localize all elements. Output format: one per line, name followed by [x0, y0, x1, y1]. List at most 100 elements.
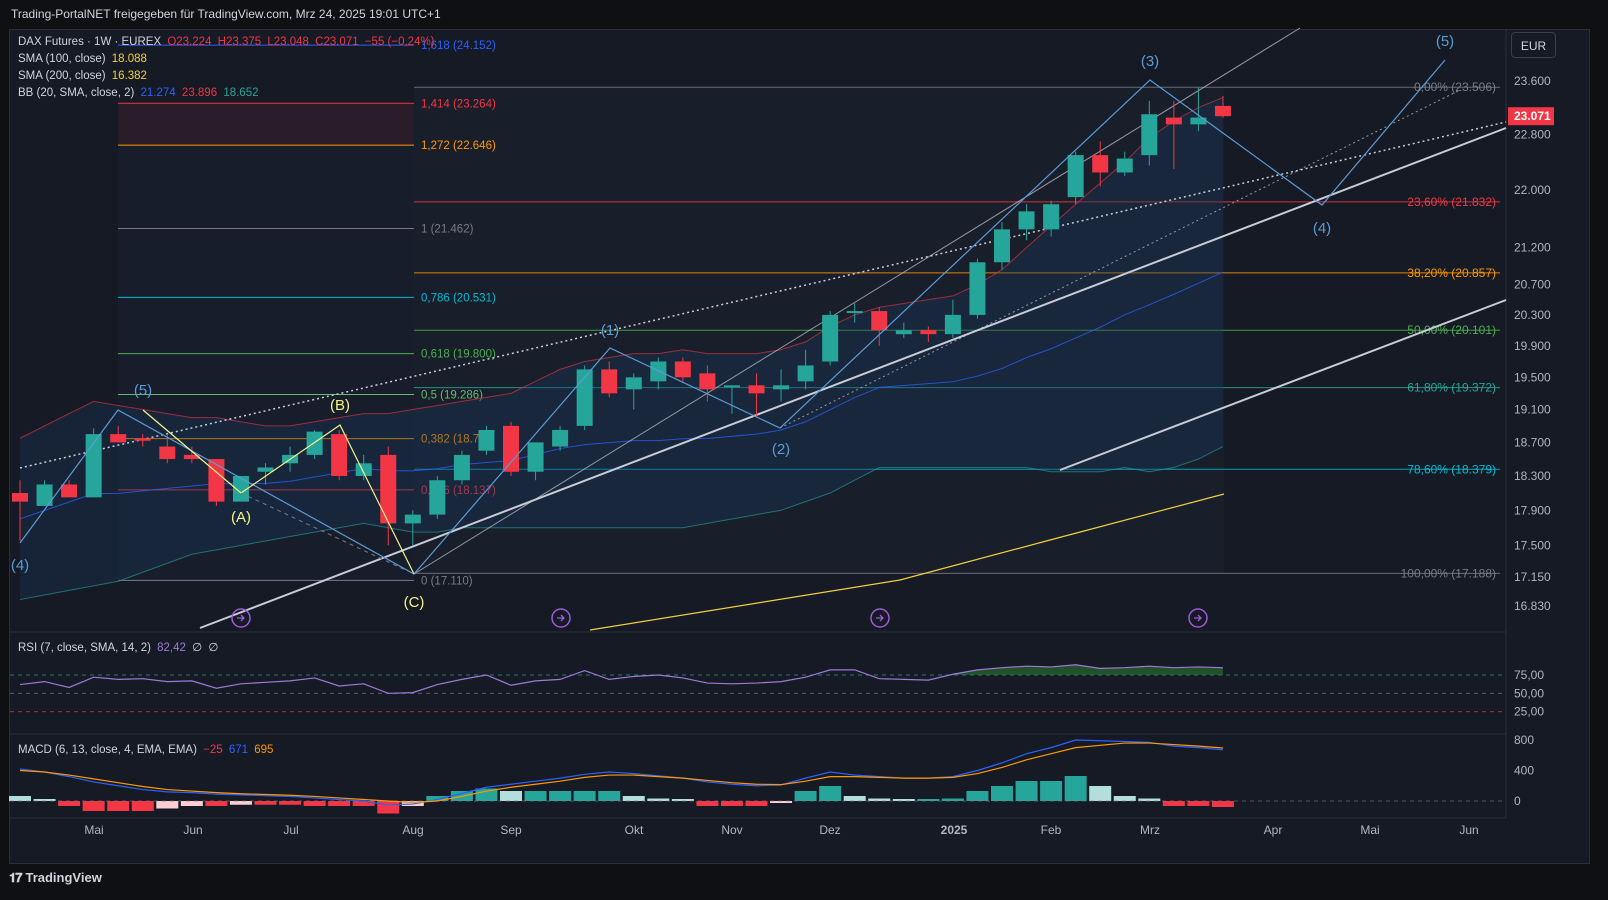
fib-extension-label: 0,5 (19.286): [421, 389, 483, 401]
macd-histogram-bar: [966, 791, 989, 801]
candle-body: [1116, 158, 1133, 173]
event-marker-icon: [870, 608, 890, 628]
macd-histogram-bar: [1113, 796, 1136, 801]
time-tick-label: Jun: [1459, 823, 1478, 837]
macd-tick-label: 800: [1514, 733, 1534, 747]
candle-body: [699, 373, 716, 390]
event-marker-arrow: [1194, 614, 1202, 622]
macd-histogram-bar: [524, 791, 547, 801]
fib-retracement-label: 78,60% (18.379): [1407, 462, 1496, 476]
macd-signal-line: [19, 742, 1223, 804]
bollinger-band-fill: [20, 97, 1223, 600]
time-tick-label: Mrz: [1140, 823, 1160, 837]
macd-histogram-bar: [9, 796, 31, 801]
macd-histogram-bar: [647, 798, 670, 801]
legend-symbol-row: DAX Futures · 1W · EUREX O23.224 H23.375…: [18, 34, 435, 50]
fib-extension-label: 1,272 (22.646): [421, 140, 496, 152]
tradingview-logo-icon: 𝟏𝟕: [9, 870, 23, 885]
macd-legend[interactable]: MACD (6, 13, close, 4, EMA, EMA) −25 671…: [18, 742, 273, 758]
sma200-label: SMA (200, close): [18, 70, 106, 82]
candle-body: [944, 314, 961, 335]
macd-histogram-bar: [279, 801, 302, 805]
candle-body: [920, 330, 937, 335]
price-tick-label: 22.000: [1514, 183, 1551, 197]
fib-retracement-label: 50,00% (20.101): [1407, 323, 1496, 337]
price-tick-label: 19.900: [1514, 339, 1551, 353]
candle-body: [478, 429, 495, 451]
rsi-legend[interactable]: RSI (7, close, SMA, 14, 2) 82,42 ∅ ∅: [18, 640, 218, 656]
bb-upper-value: 23.896: [181, 87, 218, 99]
macd-histogram-bar: [1015, 781, 1038, 801]
elliott-wave-path: [19, 59, 1446, 575]
share-header: Trading-PortalNET freigegeben für Tradin…: [0, 0, 1608, 28]
wave-label: (3): [1141, 53, 1159, 70]
rsi-tick-label: 50,00: [1514, 686, 1544, 700]
macd-histogram-bar: [598, 791, 621, 801]
candle-body: [85, 434, 102, 498]
macd-histogram-bar: [131, 801, 154, 811]
symbol-name[interactable]: DAX Futures · 1W · EUREX: [18, 36, 162, 48]
legend-sma200-row[interactable]: SMA (200, close) 16.382: [18, 68, 147, 84]
fib-extension-label: 0,786 (20.531): [421, 292, 496, 304]
candle-body: [1214, 105, 1231, 117]
rsi-tick-label: 75,00: [1514, 668, 1544, 682]
candle-body: [1092, 155, 1109, 173]
price-tick-label: 17.500: [1514, 538, 1551, 552]
candle-body: [797, 365, 814, 382]
rsi-line: [19, 664, 1223, 694]
macd-histogram-bar: [205, 801, 228, 806]
macd-histogram-bar: [1089, 786, 1112, 801]
tradingview-logo[interactable]: 𝟏𝟕 TradingView: [9, 870, 102, 886]
macd-line-value: 671: [228, 744, 249, 756]
fib-retracement-label: 23,60% (21.832): [1407, 195, 1496, 209]
fib-retracement-label: 0,00% (23.506): [1414, 80, 1496, 94]
fib-extension-zone: [118, 103, 414, 146]
event-marker-arrow: [876, 614, 884, 622]
candle-body: [1141, 114, 1158, 156]
macd-histogram-bar: [696, 801, 719, 806]
candle-body: [1067, 155, 1084, 198]
macd-tick-label: 400: [1514, 764, 1534, 778]
ohlc-close: C23.071: [315, 36, 359, 48]
macd-histogram-bar: [1138, 798, 1161, 801]
macd-histogram-bar: [328, 801, 351, 806]
fib-extension-label: 0,618 (19.800): [421, 349, 496, 361]
dotted-trend-line: [19, 121, 1507, 469]
rsi-extra-1: ∅: [192, 642, 203, 654]
price-tick-label: 17.900: [1514, 503, 1551, 517]
wave-label: (B): [330, 397, 350, 414]
current-price-badge: [1508, 107, 1554, 126]
fib-extension-label: 0,382 (18.7: [421, 434, 479, 446]
macd-histogram-bar: [107, 801, 130, 811]
sma200-value: 16.382: [111, 70, 147, 82]
wave-label: (1): [601, 322, 619, 339]
candle-body: [355, 463, 372, 476]
macd-histogram-bar: [303, 801, 326, 806]
currency-selector[interactable]: EUR: [1511, 32, 1556, 58]
sma100-label: SMA (100, close): [18, 53, 106, 65]
legend-bb-row[interactable]: BB (20, SMA, close, 2) 21.274 23.896 18.…: [18, 85, 259, 101]
candle-body: [994, 229, 1010, 263]
bb-label: BB (20, SMA, close, 2): [18, 87, 135, 99]
price-tick-label: 20.300: [1514, 308, 1551, 322]
macd-histogram-bar: [917, 799, 940, 801]
candle-body: [232, 475, 249, 502]
candle-body: [331, 434, 348, 476]
wave-label: (C): [404, 594, 425, 611]
legend-sma100-row[interactable]: SMA (100, close) 18.088: [18, 51, 147, 67]
macd-histogram-bar: [941, 798, 964, 801]
candle-body: [650, 361, 667, 382]
macd-histogram-bar: [549, 791, 572, 801]
candle-body: [527, 442, 544, 472]
macd-histogram-bar: [33, 799, 56, 801]
macd-hist-value: −25: [203, 744, 223, 756]
macd-histogram-bar: [1162, 801, 1185, 806]
candle-body: [61, 484, 78, 498]
price-tick-label: 21.200: [1514, 241, 1551, 255]
macd-histogram-bar: [426, 796, 449, 801]
time-tick-label: Sep: [500, 823, 522, 837]
macd-histogram-bar: [1187, 801, 1210, 806]
rsi-overbought-fill: [952, 664, 1223, 675]
time-tick-label: Dez: [819, 823, 840, 837]
